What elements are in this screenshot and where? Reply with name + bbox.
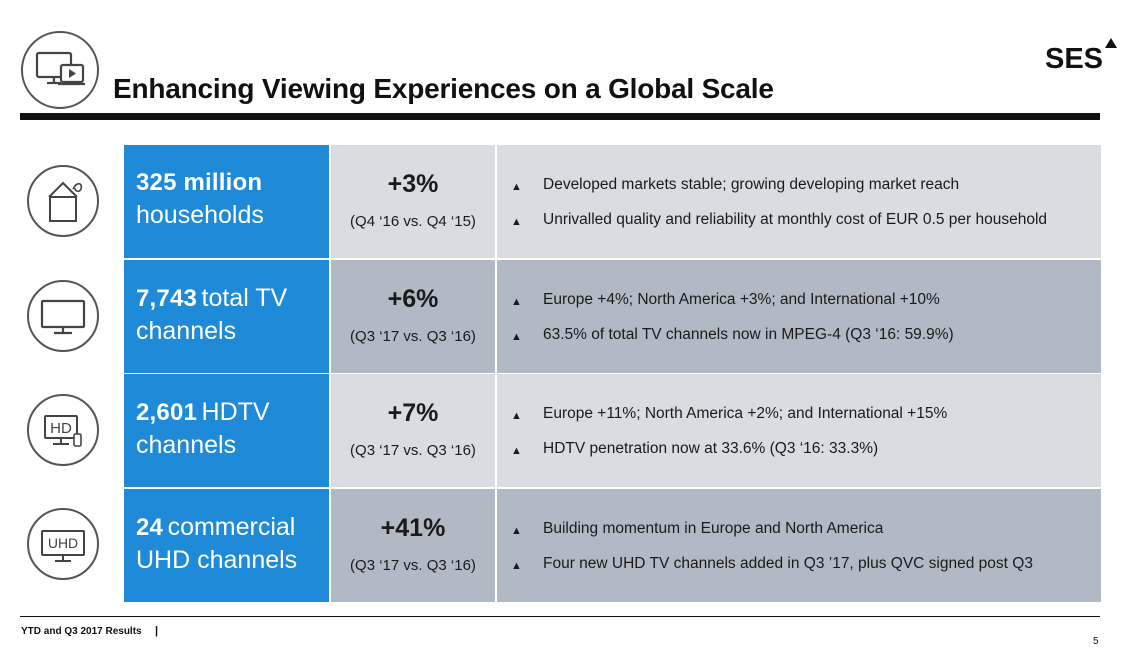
change-comparison: (Q4 ‘16 vs. Q4 ‘15) xyxy=(350,213,476,230)
page-number: 5 xyxy=(1093,636,1099,647)
change-cell: +41% (Q3 ‘17 vs. Q3 ‘16) xyxy=(331,489,495,602)
hd-icon-text: HD xyxy=(50,420,72,437)
bullet-item: ▲ Europe +11%; North America +2%; and Int… xyxy=(497,404,1101,423)
bullet-item: ▲ Developed markets stable; growing devel… xyxy=(497,175,1101,194)
metric-cell: 2,601 HDTV channels xyxy=(124,374,329,487)
bullet-item: ▲ 63.5% of total TV channels now in MPEG-… xyxy=(497,325,1101,344)
bullets-cell: ▲ Building momentum in Europe and North A… xyxy=(497,489,1101,602)
change-value: +7% xyxy=(387,399,439,427)
footer-separator: | xyxy=(155,625,159,637)
metric-cell: 7,743 total TV channels xyxy=(124,260,329,373)
metric-cell: 325 million households xyxy=(124,145,329,258)
bullet-triangle-icon: ▲ xyxy=(511,445,522,457)
metric-highlight: 7,743 xyxy=(136,285,198,312)
hd-tv-icon: HD xyxy=(27,394,99,466)
change-cell: +6% (Q3 ‘17 vs. Q3 ‘16) xyxy=(331,260,495,373)
logo-text: SES xyxy=(1045,43,1103,74)
bullets-cell: ▲ Developed markets stable; growing devel… xyxy=(497,145,1101,258)
slide-title: Enhancing Viewing Experiences on a Globa… xyxy=(113,73,774,104)
tv-icon xyxy=(27,280,99,352)
change-value: +41% xyxy=(380,514,446,542)
bullet-item: ▲ Building momentum in Europe and North A… xyxy=(497,519,1101,538)
uhd-icon-text: UHD xyxy=(48,535,78,551)
uhd-channels-row: 24 commercial UHD channels +41% (Q3 ‘17 … xyxy=(124,489,1101,602)
tv-channels-row: 7,743 total TV channels +6% (Q3 ‘17 vs. … xyxy=(124,260,1101,373)
bullet-item: ▲ Europe +4%; North America +3%; and Inte… xyxy=(497,290,1101,309)
change-comparison: (Q3 ‘17 vs. Q3 ‘16) xyxy=(350,328,476,345)
change-comparison: (Q3 ‘17 vs. Q3 ‘16) xyxy=(350,557,476,574)
uhd-tv-icon: UHD xyxy=(27,508,99,580)
footer-label: YTD and Q3 2017 Results xyxy=(21,626,142,637)
metric-label: commercial UHD channels xyxy=(136,513,298,574)
bullet-triangle-icon: ▲ xyxy=(511,331,522,343)
change-comparison: (Q3 ‘17 vs. Q3 ‘16) xyxy=(350,442,476,459)
metric-label: HDTV channels xyxy=(136,398,270,459)
households-row: 325 million households +3% (Q4 ‘16 vs. Q… xyxy=(124,145,1101,258)
change-value: +6% xyxy=(387,285,439,313)
bullet-triangle-icon: ▲ xyxy=(511,216,522,228)
bullet-item: ▲ Four new UHD TV channels added in Q3 ’1… xyxy=(497,554,1101,573)
metric-text: 2,601 HDTV channels xyxy=(136,396,329,462)
screens-icon xyxy=(21,31,99,109)
bullet-triangle-icon: ▲ xyxy=(511,525,522,537)
bullet-item: ▲ Unrivalled quality and reliability at m… xyxy=(497,210,1101,229)
metric-highlight: 24 xyxy=(136,514,164,541)
metric-cell: 24 commercial UHD channels xyxy=(124,489,329,602)
change-cell: +7% (Q3 ‘17 vs. Q3 ‘16) xyxy=(331,374,495,487)
hdtv-channels-row: 2,601 HDTV channels +7% (Q3 ‘17 vs. Q3 ‘… xyxy=(124,374,1101,487)
metric-highlight: 325 million xyxy=(136,169,263,196)
bullets-cell: ▲ Europe +4%; North America +3%; and Inte… xyxy=(497,260,1101,373)
title-divider xyxy=(20,113,1100,120)
bullets-cell: ▲ Europe +11%; North America +2%; and Int… xyxy=(497,374,1101,487)
house-icon xyxy=(27,165,99,237)
metric-highlight: 2,601 xyxy=(136,399,198,426)
metric-label: total TV channels xyxy=(136,284,288,345)
bullet-triangle-icon: ▲ xyxy=(511,296,522,308)
bullet-item: ▲ HDTV penetration now at 33.6% (Q3 ‘16: … xyxy=(497,439,1101,458)
metric-label: households xyxy=(136,201,264,229)
change-value: +3% xyxy=(387,170,439,198)
metric-text: 24 commercial UHD channels xyxy=(136,511,329,577)
footer-divider xyxy=(20,616,1100,617)
ses-logo: SES xyxy=(1045,38,1120,75)
change-cell: +3% (Q4 ‘16 vs. Q4 ‘15) xyxy=(331,145,495,258)
bullet-triangle-icon: ▲ xyxy=(511,410,522,422)
bullet-triangle-icon: ▲ xyxy=(511,560,522,572)
bullet-triangle-icon: ▲ xyxy=(511,181,522,193)
metric-text: 7,743 total TV channels xyxy=(136,282,329,348)
